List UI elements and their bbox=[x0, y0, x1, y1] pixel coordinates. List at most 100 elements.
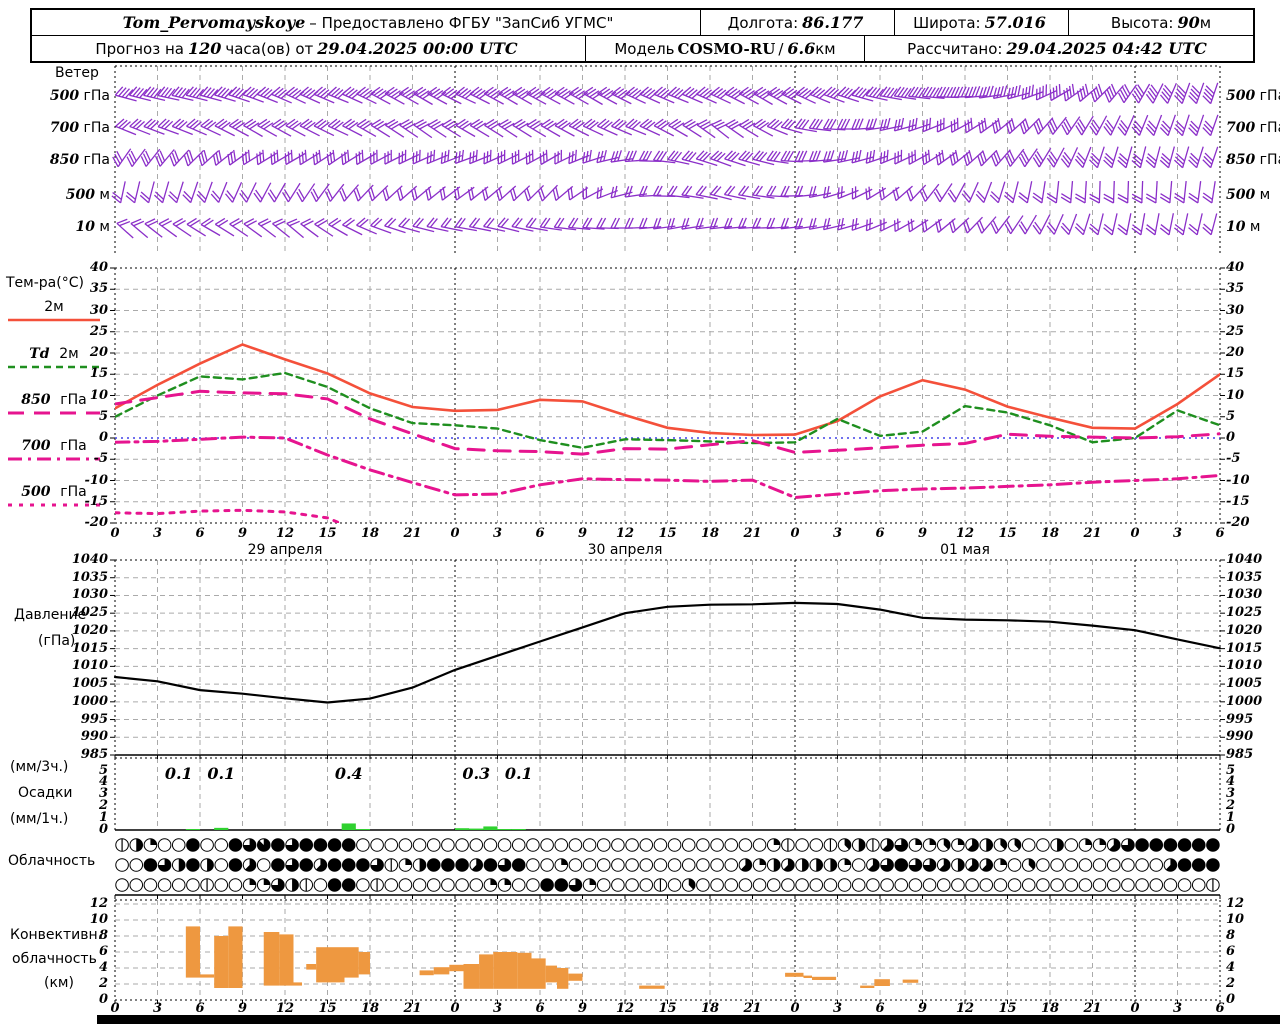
temp-ytick-left: -5 bbox=[93, 451, 108, 467]
hour-label-mid: 18 bbox=[1040, 526, 1060, 541]
hour-label-mid: 15 bbox=[998, 526, 1017, 541]
convective-ytick-right: 0 bbox=[1226, 992, 1236, 1007]
calc-time: 29.04.2025 04:42 UTC bbox=[1006, 39, 1207, 58]
pressure-title-line1: Давление bbox=[14, 607, 87, 623]
temp-ytick-left: 20 bbox=[89, 345, 108, 360]
temp-ytick-right: 30 bbox=[1226, 302, 1245, 318]
dash: – bbox=[309, 13, 317, 32]
wind-level-num: 10 bbox=[75, 219, 95, 235]
pressure-ytick-right: 1020 bbox=[1226, 622, 1263, 638]
hour-label-bottom: 0 bbox=[1130, 1001, 1140, 1016]
wind-barb-row-4 bbox=[116, 213, 1218, 239]
pressure-ytick-right: 1040 bbox=[1226, 552, 1263, 567]
hour-label-mid: 6 bbox=[875, 526, 885, 541]
temp-legend-unit: 2м bbox=[44, 299, 64, 315]
hour-label-bottom: 12 bbox=[955, 1001, 975, 1016]
temp-ytick-right: 10 bbox=[1226, 387, 1245, 403]
temp-legend-num: 850 bbox=[21, 392, 61, 408]
hour-label-bottom: 0 bbox=[450, 1001, 460, 1016]
wind-level-unit: гПа bbox=[1259, 152, 1280, 168]
temp-ytick-right: 25 bbox=[1226, 323, 1245, 339]
hour-label-mid: 21 bbox=[403, 526, 422, 541]
temp-legend-unit: гПа bbox=[60, 484, 87, 500]
temp-ytick-left: 5 bbox=[98, 408, 108, 424]
temp-legend-num: 500 bbox=[21, 484, 61, 500]
hour-label-mid: 9 bbox=[577, 526, 588, 541]
temp-legend-num: 700 bbox=[21, 438, 61, 454]
hour-label-mid: 9 bbox=[237, 526, 248, 541]
pressure-title-line2: (гПа) bbox=[38, 633, 76, 649]
wind-level-num: 700 bbox=[1226, 120, 1256, 136]
hour-label-bottom: 12 bbox=[615, 1001, 635, 1016]
temp-legend-unit: гПа bbox=[60, 392, 87, 408]
hour-label-bottom: 9 bbox=[577, 1001, 588, 1016]
temp-legend-entry-1: Td 2м bbox=[4, 347, 104, 362]
model-name: COSMO-RU bbox=[677, 39, 776, 58]
hour-label-mid: 15 bbox=[658, 526, 677, 541]
wind-level-unit: гПа bbox=[79, 120, 110, 136]
pressure-ytick-right: 1000 bbox=[1226, 693, 1263, 709]
convective-ytick-left: 6 bbox=[98, 944, 108, 959]
latitude-cell: Широта: 57.016 bbox=[894, 10, 1068, 35]
convective-ytick-right: 8 bbox=[1226, 928, 1236, 943]
precip-ytick-right: 4 bbox=[1226, 774, 1236, 790]
hour-label-mid: 3 bbox=[832, 526, 843, 541]
hour-label-bottom: 9 bbox=[917, 1001, 928, 1016]
hour-label-mid: 6 bbox=[195, 526, 205, 541]
pressure-ytick-left: 1040 bbox=[71, 552, 108, 567]
pressure-ytick-right: 1010 bbox=[1226, 658, 1263, 674]
cloud-row-lower bbox=[115, 878, 1220, 892]
wind-level-num: 500 bbox=[1226, 88, 1256, 104]
pressure-ytick-left: 1025 bbox=[71, 605, 108, 621]
wind-level-unit: м bbox=[94, 187, 110, 203]
precip-ytick-left: 3 bbox=[98, 786, 108, 802]
convective-ytick-right: 4 bbox=[1226, 960, 1236, 975]
temp-legend-entry-3: 700 гПа bbox=[4, 439, 104, 454]
latitude-label: Широта: bbox=[913, 13, 981, 32]
calc-cell: Рассчитано: 29.04.2025 04:42 UTC bbox=[864, 36, 1253, 61]
precip-unit-1h: (мм/1ч.) bbox=[10, 811, 69, 827]
station-cell: Tom_Pervomayskoye – Предоставлено ФГБУ "… bbox=[32, 10, 700, 35]
wind-level-label-r-4: 10 м bbox=[1226, 220, 1280, 235]
forecast-prefix: Прогноз на bbox=[95, 39, 184, 58]
pressure-ytick-right: 1035 bbox=[1226, 569, 1263, 585]
precip-section-title: Осадки bbox=[18, 785, 73, 801]
wind-level-unit: гПа bbox=[79, 88, 110, 104]
hour-label-bottom: 21 bbox=[403, 1001, 422, 1016]
hour-label-bottom: 0 bbox=[110, 1001, 120, 1016]
convective-ytick-right: 12 bbox=[1226, 896, 1245, 911]
wind-level-num: 500 bbox=[65, 187, 95, 203]
date-label-1: 30 апреля bbox=[587, 542, 663, 558]
wind-level-label-l-0: 500 гПа bbox=[20, 89, 110, 104]
pressure-ytick-left: 1035 bbox=[71, 569, 108, 585]
precip-3h-amount: 0.1 bbox=[164, 764, 193, 783]
hour-label-bottom: 18 bbox=[1040, 1001, 1060, 1016]
pressure-ytick-right: 1025 bbox=[1226, 605, 1263, 621]
model-resolution: 6.6 bbox=[787, 39, 816, 58]
convective-ytick-left: 8 bbox=[98, 928, 108, 943]
temp-ytick-left: 15 bbox=[89, 366, 108, 382]
precip-unit-3h: (мм/3ч.) bbox=[10, 759, 69, 775]
convective-ytick-right: 6 bbox=[1226, 944, 1236, 959]
wind-barb-row-3 bbox=[111, 180, 1216, 204]
wind-level-label-r-1: 700 гПа bbox=[1226, 121, 1280, 136]
precip-ytick-left: 5 bbox=[98, 762, 108, 778]
hour-label-mid: 12 bbox=[955, 526, 975, 541]
precip-3h-amount: 0.1 bbox=[207, 764, 236, 783]
hour-label-bottom: 3 bbox=[492, 1001, 503, 1016]
convective-ytick-left: 12 bbox=[89, 896, 108, 911]
pressure-ytick-left: 1010 bbox=[71, 658, 108, 674]
pressure-ytick-left: 1020 bbox=[71, 622, 108, 638]
hour-label-bottom: 15 bbox=[658, 1001, 677, 1016]
pressure-ytick-right: 1015 bbox=[1226, 640, 1263, 656]
cloud-row-upper bbox=[115, 838, 1220, 852]
hour-label-mid: 0 bbox=[450, 526, 460, 541]
precip-3h-amount: 0.3 bbox=[462, 764, 491, 783]
pressure-ytick-left: 990 bbox=[80, 729, 108, 745]
temp-ytick-right: 40 bbox=[1226, 260, 1245, 275]
precip-ytick-right: 0 bbox=[1226, 822, 1236, 837]
model-cell: Модель COSMO-RU / 6.6 км bbox=[585, 36, 864, 61]
pressure-ytick-right: 995 bbox=[1226, 711, 1254, 727]
wind-level-unit: м bbox=[94, 219, 110, 235]
